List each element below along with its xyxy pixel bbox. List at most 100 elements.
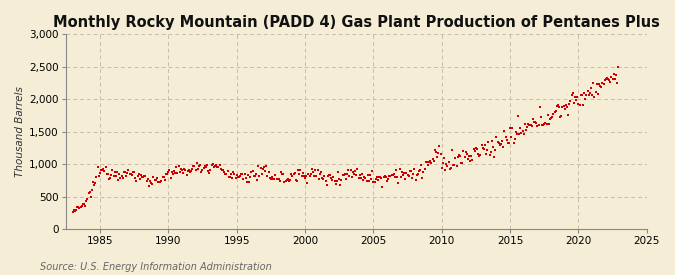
Point: [403, 174, 414, 178]
Point: [421, 160, 431, 164]
Point: [169, 170, 180, 175]
Point: [522, 125, 533, 129]
Point: [268, 177, 279, 182]
Point: [192, 167, 203, 172]
Point: [254, 174, 265, 178]
Point: [74, 205, 85, 210]
Point: [520, 122, 531, 126]
Point: [409, 167, 420, 171]
Point: [421, 159, 432, 164]
Point: [588, 81, 599, 85]
Point: [429, 159, 439, 163]
Point: [379, 174, 390, 179]
Point: [212, 165, 223, 170]
Point: [91, 175, 102, 180]
Point: [466, 154, 477, 158]
Point: [164, 167, 175, 172]
Point: [489, 154, 500, 159]
Point: [568, 91, 578, 95]
Point: [548, 112, 559, 116]
Point: [563, 113, 574, 117]
Point: [524, 123, 535, 127]
Point: [277, 172, 288, 176]
Point: [460, 150, 471, 154]
Point: [495, 142, 506, 147]
Point: [217, 168, 228, 172]
Point: [595, 84, 605, 88]
Point: [583, 93, 594, 97]
Point: [121, 174, 132, 178]
Point: [253, 164, 264, 168]
Point: [331, 179, 342, 183]
Point: [88, 180, 99, 184]
Point: [497, 139, 508, 143]
Point: [582, 89, 593, 94]
Point: [155, 180, 165, 184]
Point: [144, 183, 155, 188]
Point: [508, 141, 519, 145]
Point: [310, 168, 321, 172]
Point: [167, 172, 178, 177]
Point: [578, 91, 589, 95]
Point: [612, 80, 622, 85]
Point: [580, 97, 591, 101]
Point: [95, 170, 105, 175]
Point: [151, 178, 161, 182]
Point: [417, 176, 428, 180]
Point: [320, 179, 331, 184]
Point: [480, 143, 491, 147]
Point: [235, 174, 246, 178]
Point: [308, 174, 319, 178]
Point: [319, 174, 330, 178]
Point: [165, 175, 176, 180]
Point: [462, 157, 473, 161]
Point: [70, 209, 80, 213]
Point: [364, 173, 375, 177]
Point: [115, 176, 126, 180]
Point: [317, 176, 327, 180]
Point: [475, 152, 486, 157]
Point: [204, 171, 215, 175]
Point: [574, 103, 585, 107]
Point: [68, 210, 78, 214]
Point: [610, 77, 620, 82]
Point: [576, 93, 587, 97]
Point: [209, 165, 219, 169]
Point: [515, 126, 526, 131]
Point: [573, 101, 584, 106]
Point: [219, 170, 230, 174]
Point: [223, 175, 234, 179]
Point: [138, 175, 148, 180]
Point: [392, 175, 403, 180]
Point: [302, 181, 313, 185]
Point: [531, 121, 542, 125]
Point: [526, 124, 537, 128]
Point: [502, 141, 513, 145]
Point: [378, 174, 389, 179]
Point: [130, 176, 140, 181]
Point: [499, 128, 510, 133]
Point: [348, 170, 358, 174]
Point: [338, 173, 349, 177]
Point: [436, 166, 447, 170]
Point: [375, 174, 385, 179]
Point: [446, 165, 456, 170]
Point: [76, 203, 87, 208]
Point: [301, 174, 312, 178]
Point: [126, 173, 137, 177]
Point: [535, 105, 545, 109]
Point: [270, 173, 281, 177]
Point: [294, 172, 304, 176]
Point: [401, 170, 412, 175]
Point: [456, 161, 466, 165]
Point: [459, 155, 470, 160]
Point: [410, 178, 421, 183]
Point: [572, 95, 583, 99]
Point: [333, 170, 344, 174]
Point: [237, 172, 248, 177]
Point: [562, 105, 572, 109]
Point: [128, 170, 138, 175]
Point: [86, 188, 97, 192]
Point: [593, 81, 604, 86]
Point: [359, 175, 370, 179]
